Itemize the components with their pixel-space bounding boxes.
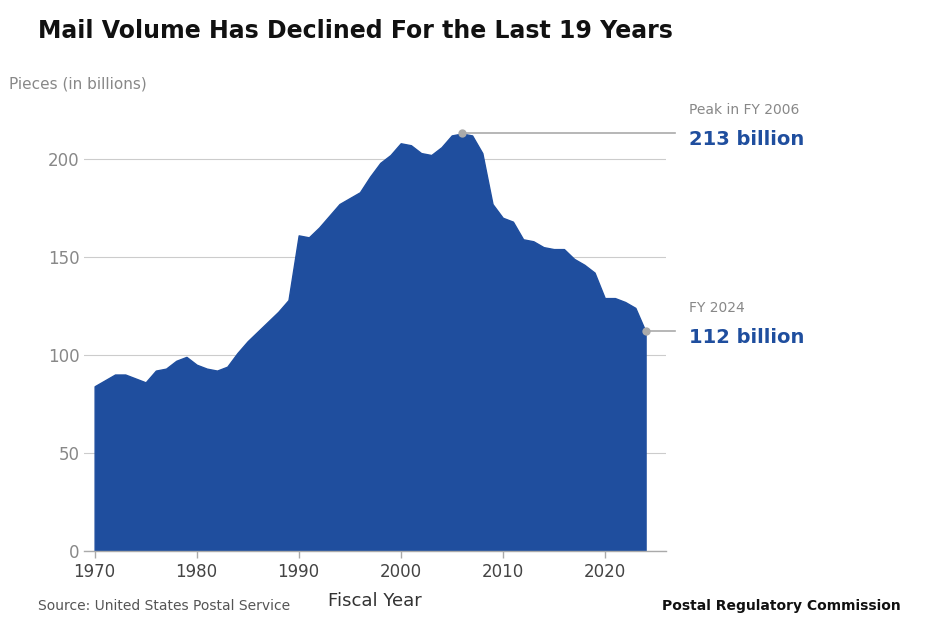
Text: Postal Regulatory Commission: Postal Regulatory Commission <box>661 600 900 613</box>
X-axis label: Fiscal Year: Fiscal Year <box>328 592 422 610</box>
Text: 112 billion: 112 billion <box>689 328 805 347</box>
Text: Pieces (in billions): Pieces (in billions) <box>8 76 146 91</box>
Text: 213 billion: 213 billion <box>689 130 805 149</box>
Text: Peak in FY 2006: Peak in FY 2006 <box>689 103 800 116</box>
Text: FY 2024: FY 2024 <box>689 300 745 315</box>
Text: Source: United States Postal Service: Source: United States Postal Service <box>38 600 290 613</box>
Text: Mail Volume Has Declined For the Last 19 Years: Mail Volume Has Declined For the Last 19… <box>38 19 673 43</box>
